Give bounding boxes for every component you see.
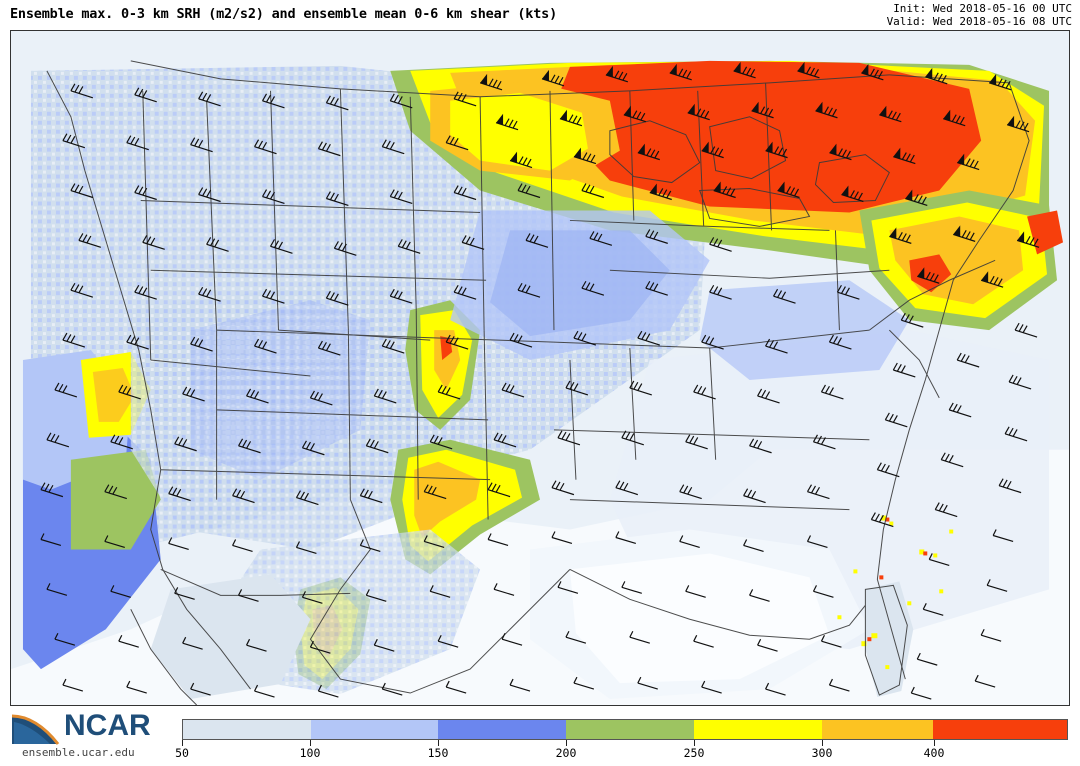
colorbar-tick: [822, 740, 823, 746]
colorbar-band: [933, 720, 1068, 739]
colorbar-tick-label: 200: [555, 746, 577, 760]
page-title: Ensemble max. 0-3 km SRH (m2/s2) and ens…: [10, 6, 558, 22]
ncar-logo-mark: [11, 714, 60, 745]
colorbar-tick-label: 150: [427, 746, 449, 760]
colorbar-tick: [694, 740, 695, 746]
colorbar-band: [438, 720, 567, 739]
colorbar-tick: [182, 740, 183, 746]
colorbar-tick: [566, 740, 567, 746]
colorbar-tick: [438, 740, 439, 746]
init-time: Init: Wed 2018-05-16 00 UTC: [893, 2, 1072, 15]
ncar-logo-text: NCAR: [64, 709, 151, 742]
valid-time: Valid: Wed 2018-05-16 08 UTC: [886, 15, 1072, 28]
header: Ensemble max. 0-3 km SRH (m2/s2) and ens…: [0, 0, 1080, 30]
colorbar-bands: [182, 719, 1068, 740]
colorbar-tick-label: 50: [175, 746, 189, 760]
colorbar-band: [566, 720, 694, 739]
srh-shear-map: [11, 31, 1069, 705]
ncar-url: ensemble.ucar.edu: [22, 746, 135, 759]
colorbar-tick-label: 250: [683, 746, 705, 760]
colorbar-band: [693, 720, 822, 739]
colorbar-tick: [934, 740, 935, 746]
colorbar-tick-label: 400: [923, 746, 945, 760]
ncar-logo[interactable]: NCAR ensemble.ucar.edu: [8, 709, 173, 762]
colorbar: [182, 719, 1068, 740]
colorbar-band: [821, 720, 934, 739]
colorbar-tick: [310, 740, 311, 746]
colorbar-ticks: 50 100 150 200 250 300 400: [175, 740, 1068, 766]
colorbar-tick-label: 300: [811, 746, 833, 760]
timestamps: Init: Wed 2018-05-16 00 UTC Valid: Wed 2…: [887, 2, 1072, 28]
colorbar-band: [310, 720, 439, 739]
colorbar-band: [183, 720, 311, 739]
map-canvas[interactable]: [10, 30, 1070, 706]
colorbar-tick-label: 100: [299, 746, 321, 760]
